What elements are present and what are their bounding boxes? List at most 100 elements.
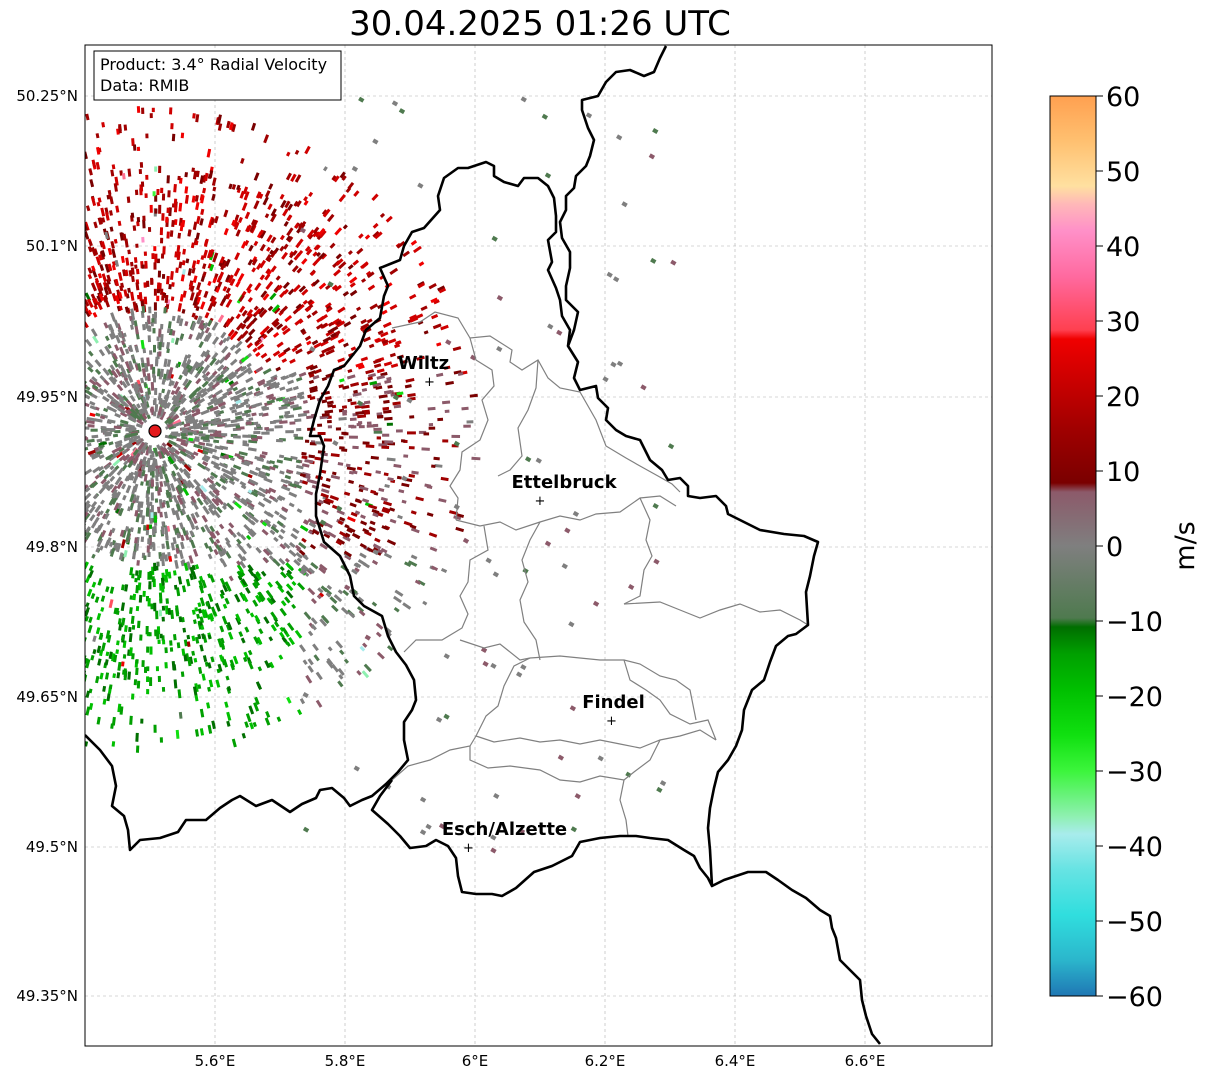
echo-bin xyxy=(184,320,189,327)
echo-bin xyxy=(200,526,206,533)
colorbar-tick-label: −40 xyxy=(1106,832,1163,863)
echo-bin xyxy=(153,262,157,270)
echo-bin xyxy=(121,529,127,538)
echo-bin xyxy=(306,229,315,239)
echo-bin xyxy=(85,381,88,388)
echo-bin xyxy=(111,527,116,534)
echo-bin xyxy=(128,360,135,371)
echo-bin xyxy=(390,328,396,334)
echo-bin xyxy=(248,705,255,715)
echo-bin xyxy=(127,249,131,255)
echo-bin xyxy=(199,616,205,624)
echo-bin xyxy=(233,267,241,277)
echo-bin xyxy=(143,296,148,305)
echo-bin xyxy=(135,268,140,275)
echo-bin xyxy=(285,387,293,393)
echo-bin xyxy=(346,271,353,277)
echo-bin xyxy=(405,478,413,483)
echo-bin xyxy=(154,387,158,395)
echo-bin xyxy=(275,366,282,372)
echo-bin xyxy=(299,549,306,556)
echo-bin xyxy=(205,442,213,447)
echo-bin xyxy=(95,547,100,553)
echo-bin xyxy=(127,506,132,512)
echo-bin xyxy=(115,607,120,614)
echo-bin xyxy=(270,236,277,244)
echo-bin xyxy=(133,470,138,476)
echo-bin xyxy=(155,666,159,672)
echo-bin xyxy=(318,592,325,598)
echo-bin xyxy=(334,227,343,236)
echo-bin xyxy=(221,345,229,354)
echo-bin xyxy=(90,282,97,292)
echo-bin xyxy=(130,615,135,624)
echo-bin xyxy=(652,503,659,509)
echo-bin xyxy=(250,520,256,526)
echo-bin xyxy=(324,302,332,309)
echo-bin xyxy=(104,437,110,442)
echo-bin xyxy=(167,439,177,446)
echo-bin xyxy=(110,402,119,410)
echo-bin xyxy=(138,594,143,603)
echo-bin xyxy=(359,645,366,652)
colorbar-tick-label: 30 xyxy=(1106,307,1140,338)
echo-bin xyxy=(286,572,294,580)
echo-bin xyxy=(140,339,145,349)
echo-bin xyxy=(201,673,206,681)
echo-bin xyxy=(129,394,136,402)
echo-bin xyxy=(85,526,91,534)
echo-bin xyxy=(219,593,225,599)
echo-bin xyxy=(303,200,309,206)
echo-bin xyxy=(356,306,362,312)
echo-bin xyxy=(329,596,338,604)
echo-bin xyxy=(361,278,367,283)
echo-bin xyxy=(92,311,98,318)
echo-bin xyxy=(348,470,354,475)
echo-bin xyxy=(261,451,268,456)
echo-bin xyxy=(353,389,358,394)
echo-bin xyxy=(130,527,134,533)
echo-bin xyxy=(410,527,420,534)
echo-bin xyxy=(188,416,196,423)
echo-bin xyxy=(90,592,96,600)
echo-bin xyxy=(191,195,196,203)
echo-bin xyxy=(435,716,443,723)
echo-bin xyxy=(196,497,204,506)
echo-bin xyxy=(134,381,141,391)
echo-bin xyxy=(431,313,439,320)
echo-bin xyxy=(337,462,344,466)
echo-bin xyxy=(222,603,228,609)
echo-bin xyxy=(322,208,331,218)
echo-bin xyxy=(191,609,196,615)
echo-bin xyxy=(240,484,247,490)
echo-bin xyxy=(178,202,183,212)
echo-bin xyxy=(384,440,394,444)
echo-bin xyxy=(181,427,186,431)
echo-bin xyxy=(386,539,397,546)
echo-bin xyxy=(186,641,191,648)
echo-bin xyxy=(198,341,204,349)
echo-bin xyxy=(221,433,228,437)
echo-bin xyxy=(380,331,389,338)
echo-bin xyxy=(326,657,334,666)
echo-bin xyxy=(375,631,382,638)
echo-bin xyxy=(402,250,410,258)
echo-bin xyxy=(187,229,192,236)
echo-bin xyxy=(87,350,94,357)
echo-bin xyxy=(152,366,156,374)
echo-bin xyxy=(369,520,376,526)
echo-bin xyxy=(535,457,542,464)
echo-bin xyxy=(210,471,219,479)
echo-bin xyxy=(361,498,370,504)
echo-bin xyxy=(167,423,174,429)
city-marker-icon: + xyxy=(463,841,474,856)
echo-bin xyxy=(402,359,408,364)
echo-bin xyxy=(170,542,176,551)
echo-bin xyxy=(426,512,434,517)
echo-bin xyxy=(335,640,344,649)
echo-bin xyxy=(118,354,125,363)
echo-bin xyxy=(131,440,137,446)
echo-bin xyxy=(113,502,120,511)
echo-bin xyxy=(341,405,348,409)
echo-bin xyxy=(357,364,365,370)
